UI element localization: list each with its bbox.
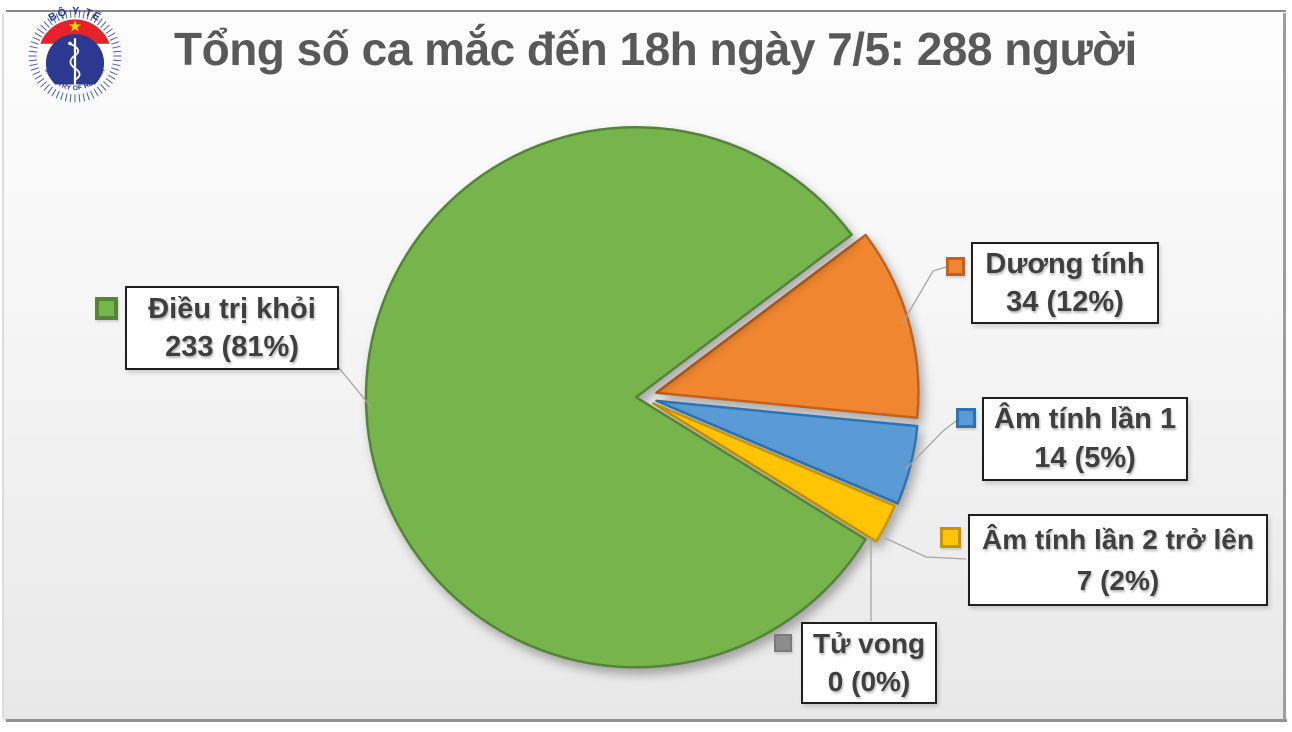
callout-am-tinh-lan-2-tro-len: Âm tính lần 2 trở lên 7 (2%) <box>940 514 1268 606</box>
slice-label: Âm tính lần 2 trở lên <box>982 524 1254 555</box>
rod-of-asclepius-icon <box>68 38 81 85</box>
slice-value: 34 (12%) <box>1006 286 1124 318</box>
slice-label: Âm tính lần 1 <box>994 403 1177 435</box>
slice-value: 7 (2%) <box>1076 565 1160 596</box>
callout-duong-tinh: Dương tính 34 (12%) <box>946 242 1159 324</box>
data-label-box: Âm tính lần 1 14 (5%) <box>982 397 1189 481</box>
pie-slice-âm-tính-lần-2-trở-lên <box>652 402 896 543</box>
pie-slice-điều-trị-khỏi <box>364 126 867 669</box>
callout-dieu-tri-khoi: Điều trị khỏi 233 (81%) <box>95 286 339 370</box>
data-label-box: Tử vong 0 (0%) <box>801 622 938 704</box>
data-label-box: Điều trị khỏi 233 (81%) <box>125 286 339 370</box>
slice-label: Tử vong <box>813 628 926 659</box>
legend-swatch-dieu-tri-khoi <box>95 297 118 320</box>
leader-line-am-tinh-lan-1 <box>905 420 957 470</box>
data-label-box: Âm tính lần 2 trở lên 7 (2%) <box>968 514 1268 606</box>
frame-rule-top <box>6 10 1286 12</box>
pie-slice-dương-tính <box>655 233 920 420</box>
data-label-box: Dương tính 34 (12%) <box>971 242 1159 324</box>
leader-line-duong-tinh <box>901 266 947 325</box>
slice-value: 14 (5%) <box>1034 442 1136 474</box>
slice-value: 233 (81%) <box>165 331 299 363</box>
legend-swatch-am-tinh-lan-2 <box>940 527 961 548</box>
frame-rule-bottom <box>6 719 1287 722</box>
logo-top-text: BỘ Y TẾ <box>47 5 104 24</box>
slice-label: Dương tính <box>985 248 1145 280</box>
frame-rule-right <box>1283 13 1286 720</box>
pie-slice-âm-tính-lần-1 <box>655 399 919 505</box>
slice-label: Điều trị khỏi <box>148 293 316 325</box>
logo-bottom-band <box>51 84 99 93</box>
pie-slices <box>364 126 920 669</box>
leader-line-am-tinh-lan-2 <box>884 537 967 560</box>
callout-tu-vong: Tử vong 0 (0%) <box>774 622 938 704</box>
ministry-of-health-logo: BỘ Y TẾ MINISTRY OF HEALTH <box>28 5 122 103</box>
logo-star-icon <box>68 19 82 32</box>
callout-am-tinh-lan-1: Âm tính lần 1 14 (5%) <box>956 397 1189 481</box>
legend-swatch-duong-tinh <box>946 257 965 276</box>
slice-value: 0 (0%) <box>827 666 911 697</box>
frame-rule-left <box>2 13 4 718</box>
logo-red-band <box>40 19 110 44</box>
logo-rays-icon <box>28 9 122 103</box>
legend-swatch-tu-vong <box>774 634 792 652</box>
chart-title: Tổng số ca mắc đến 18h ngày 7/5: 288 ngư… <box>174 23 1137 75</box>
legend-swatch-am-tinh-lan-1 <box>956 408 976 428</box>
